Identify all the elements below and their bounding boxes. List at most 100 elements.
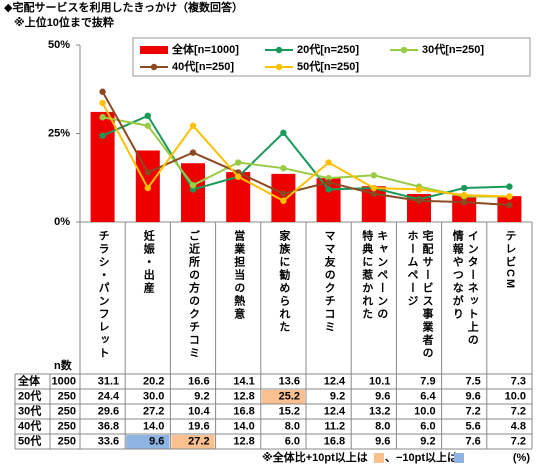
legend-label: 30代[n=250]	[422, 42, 484, 56]
table-value: 7.3	[511, 375, 526, 387]
table-value: 9.6	[375, 435, 390, 447]
marker	[370, 184, 377, 192]
y-tick-label: 0%	[54, 216, 70, 228]
marker	[189, 181, 197, 189]
table-value: 10.4	[188, 405, 210, 417]
marker	[280, 129, 287, 136]
table-value: 5.6	[466, 420, 481, 432]
table-value: 29.6	[98, 405, 119, 417]
table-value: 6.4	[420, 390, 436, 402]
marker	[144, 112, 151, 120]
table-value: 9.2	[420, 435, 435, 447]
legend-box	[132, 37, 531, 77]
row-n: 1000	[52, 375, 76, 387]
table-value: 9.2	[194, 390, 209, 402]
category-label: 営業担当の熱意	[232, 230, 245, 321]
marker	[144, 122, 151, 129]
table-value: 16.8	[324, 435, 345, 447]
table-value: 9.6	[149, 435, 164, 447]
table-value: 7.2	[511, 435, 526, 447]
table-value: 10.1	[369, 375, 390, 387]
category-label: ママ友のクチコミ	[323, 230, 336, 334]
table-value: 12.8	[233, 390, 254, 402]
table-value: 25.2	[279, 390, 300, 402]
table-value: 36.8	[98, 420, 119, 432]
marker	[280, 197, 287, 204]
table-value: 7.5	[466, 375, 481, 387]
table-value: 9.2	[330, 390, 345, 402]
legend-swatch	[140, 46, 168, 54]
table-value: 16.6	[188, 375, 209, 387]
category-label: テレビCM	[503, 230, 516, 291]
table-value: 20.2	[143, 375, 164, 387]
table-value: 24.4	[98, 390, 120, 402]
table-value: 15.2	[279, 405, 300, 417]
table-value: 8.0	[285, 420, 300, 432]
table-value: 12.4	[324, 375, 346, 387]
note: 、−10pt以上は	[385, 450, 458, 464]
note-swatch-high	[374, 453, 384, 463]
legend-label: 40代[n=250]	[172, 59, 234, 73]
line	[101, 91, 510, 207]
legend-swatch	[275, 63, 283, 71]
table-value: 11.2	[324, 420, 345, 432]
legend-label: 20代[n=250]	[297, 42, 359, 56]
category-label: ご近所の方のクチコミ	[187, 230, 200, 360]
y-tick-label: 25%	[48, 127, 70, 139]
table-value: 6.0	[285, 435, 300, 447]
category-label: 妊娠・出産	[142, 230, 155, 295]
row-label: 50代	[18, 433, 41, 447]
bar	[497, 196, 522, 222]
table-value: 9.6	[466, 390, 481, 402]
marker	[506, 201, 513, 209]
marker	[415, 197, 423, 204]
highlight-cell	[261, 390, 305, 404]
table-value: 4.8	[511, 420, 526, 432]
table-value: 7.6	[466, 435, 481, 447]
category-label: 家族に勧められた	[277, 230, 290, 334]
marker	[325, 186, 332, 193]
table-value: 14.1	[233, 375, 254, 387]
category-label: インターネット上の 情報やつながり	[451, 230, 479, 347]
category-label: キャンペーンの 特典に惹かれた	[360, 230, 388, 321]
row-label: 30代	[18, 403, 41, 417]
category-label: チラシ・パンフレット	[97, 230, 110, 360]
row-n: 250	[58, 405, 76, 417]
highlight-cell	[126, 435, 170, 449]
category-label: 宅配サービス事業者の ホームページ	[406, 230, 433, 360]
table-value: 12.8	[233, 435, 254, 447]
marker	[189, 149, 197, 156]
marker	[99, 99, 106, 107]
table-value: 31.1	[98, 375, 119, 387]
table-value: 10.0	[414, 405, 435, 417]
marker	[280, 164, 287, 172]
table-value: 9.6	[375, 390, 390, 402]
n-label: n数	[54, 358, 73, 372]
table-value: 30.0	[143, 390, 164, 402]
table-value: 14.0	[233, 420, 254, 432]
row-n: 250	[58, 390, 76, 402]
row-label: 40代	[18, 418, 41, 432]
table-value: 8.0	[375, 420, 390, 432]
line	[102, 116, 510, 198]
title: ◆宅配サービスを利用したきっかけ（複数回答）	[4, 0, 243, 14]
marker	[461, 191, 468, 199]
line	[102, 114, 510, 201]
marker	[99, 132, 106, 139]
marker	[415, 186, 423, 193]
marker	[461, 198, 468, 206]
highlight-cell	[171, 435, 215, 449]
bar	[90, 111, 115, 222]
unit-note: (%)	[513, 452, 530, 464]
marker	[506, 183, 513, 190]
marker	[506, 193, 513, 200]
marker	[99, 114, 106, 121]
marker	[325, 159, 332, 166]
marker	[235, 159, 242, 166]
row-n: 250	[58, 420, 76, 432]
marker	[99, 88, 106, 95]
table-value: 27.2	[188, 435, 209, 447]
table-value: 27.2	[143, 405, 164, 417]
